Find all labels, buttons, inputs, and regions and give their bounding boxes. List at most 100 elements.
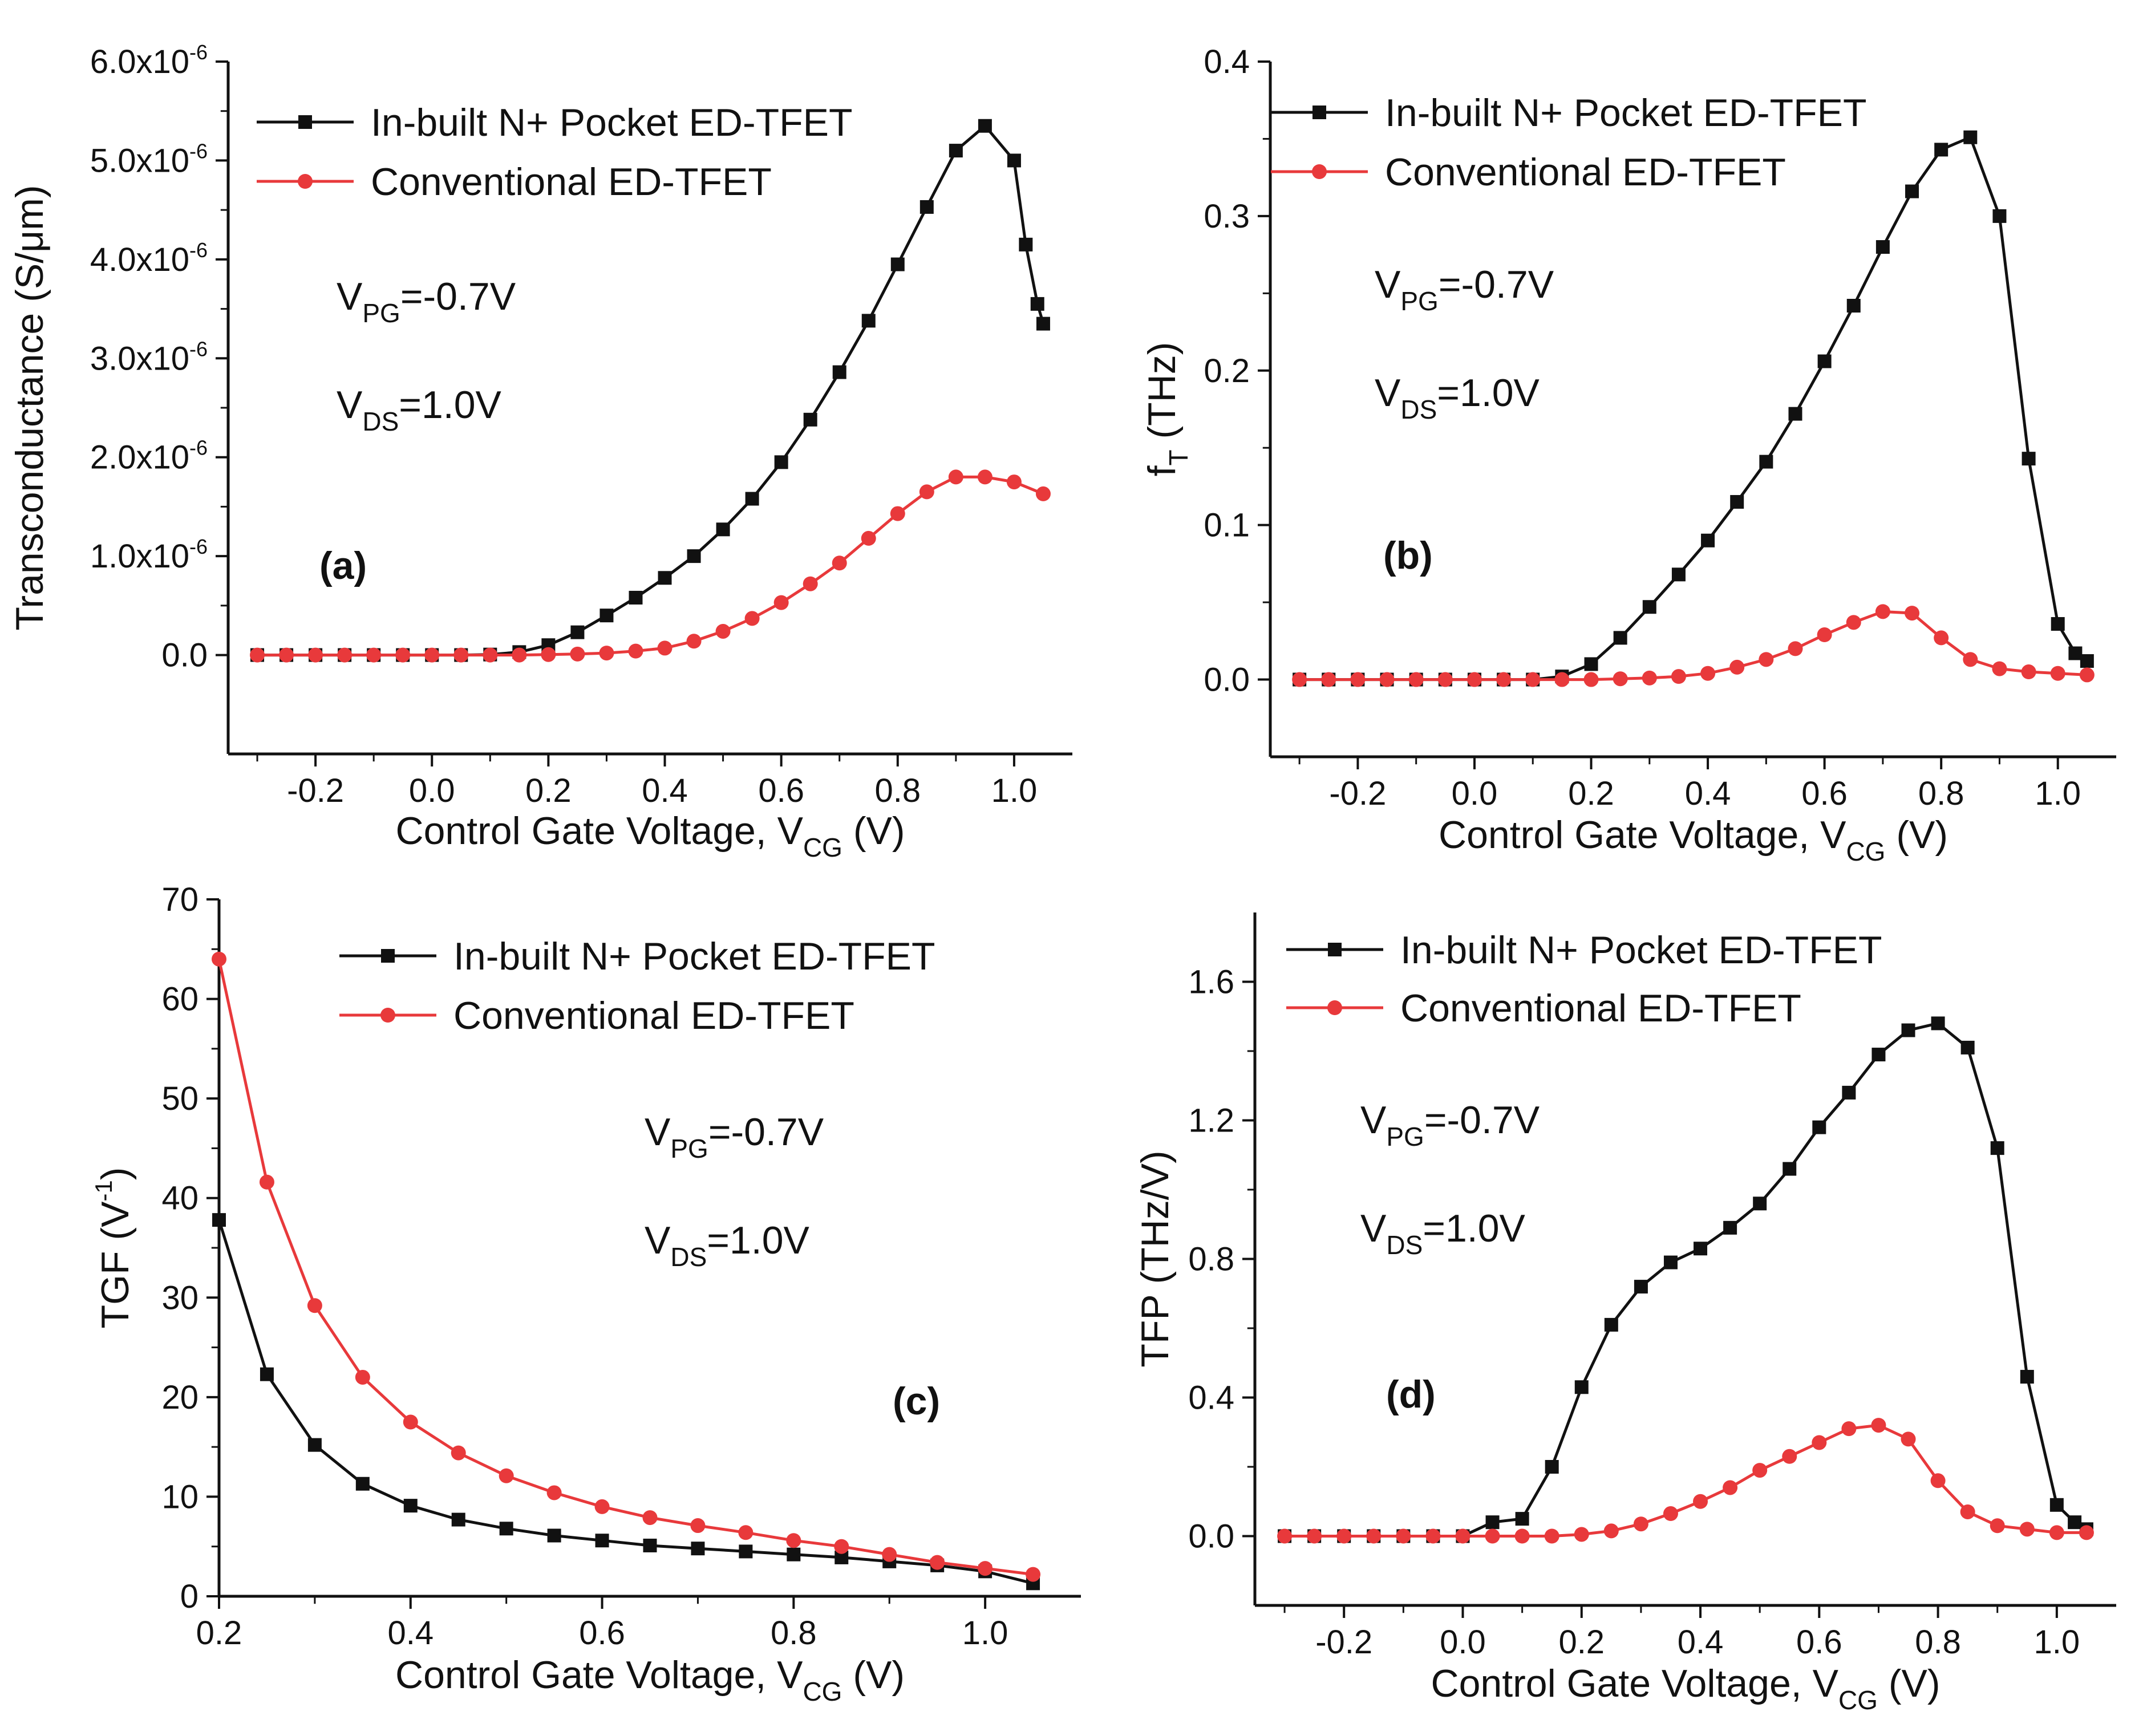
x-tick-label: -0.2 bbox=[1315, 1624, 1372, 1661]
data-point bbox=[1990, 1141, 2004, 1155]
data-point bbox=[1321, 672, 1336, 687]
data-point bbox=[1408, 672, 1424, 687]
series-line bbox=[257, 475, 1044, 657]
data-point bbox=[1026, 1567, 1041, 1582]
legend-marker bbox=[1312, 164, 1327, 179]
data-point bbox=[1846, 615, 1861, 630]
data-point bbox=[1633, 1516, 1648, 1532]
y-tick-label: 1.0x10-6 bbox=[90, 535, 208, 575]
y-tick-label: 70 bbox=[161, 881, 199, 918]
data-point bbox=[453, 647, 469, 663]
data-point bbox=[403, 1414, 418, 1430]
series-line bbox=[217, 959, 1034, 1576]
data-point bbox=[949, 144, 963, 158]
data-point bbox=[803, 576, 818, 591]
x-tick-label: -0.2 bbox=[1329, 775, 1386, 812]
data-point bbox=[1905, 606, 1920, 621]
data-point bbox=[1030, 297, 1044, 311]
data-point bbox=[1634, 1280, 1648, 1294]
y-tick-label-sup: -6 bbox=[189, 436, 208, 460]
y-tick-label-sup: -6 bbox=[189, 535, 208, 558]
data-point bbox=[599, 646, 614, 661]
data-point bbox=[1019, 237, 1033, 252]
data-point bbox=[1960, 1040, 1975, 1054]
series-conventional bbox=[1277, 1418, 2094, 1544]
legend-entry: Conventional ED-TFET bbox=[1286, 987, 1801, 1030]
x-tick-label: 0.8 bbox=[1915, 1624, 1961, 1661]
x-tick-label: 0.6 bbox=[1801, 775, 1848, 812]
y-axis-title-after-sup: ) bbox=[94, 1167, 137, 1181]
condition-annotation-main: V bbox=[1375, 263, 1401, 306]
y-tick-label-main: 3.0x10 bbox=[90, 340, 189, 377]
series-line bbox=[1285, 1423, 2087, 1538]
data-point bbox=[1812, 1435, 1827, 1450]
data-point bbox=[279, 647, 294, 663]
condition-annotation-after-sub: =-0.7V bbox=[1424, 1098, 1540, 1142]
data-point bbox=[499, 1522, 513, 1536]
data-point bbox=[890, 257, 905, 271]
x-tick-label: -0.2 bbox=[287, 772, 344, 809]
y-axis-title-sub: T bbox=[1164, 449, 1193, 465]
y-tick-label: 40 bbox=[161, 1180, 199, 1217]
data-point bbox=[1671, 567, 1686, 582]
data-point bbox=[1545, 1460, 1559, 1474]
y-tick-label: 0.4 bbox=[1204, 43, 1250, 80]
data-point bbox=[2021, 664, 2036, 680]
chart-panel-c: 0.2 0.4 0.6 0.8 1.0 0 10 20 30 40 50 60 70 Control Ga… bbox=[90, 881, 1081, 1706]
data-point bbox=[1752, 1463, 1768, 1478]
data-point bbox=[628, 643, 643, 659]
data-point bbox=[1663, 1506, 1678, 1522]
data-point bbox=[1693, 1494, 1708, 1509]
data-point bbox=[786, 1533, 801, 1548]
data-point bbox=[978, 119, 992, 133]
data-point bbox=[1701, 533, 1715, 547]
data-point bbox=[642, 1510, 658, 1526]
y-axis-title-after-sub: (THz) bbox=[1140, 342, 1184, 450]
x-axis-title-sub: CG bbox=[1838, 1685, 1878, 1715]
data-point bbox=[595, 1534, 609, 1548]
data-point bbox=[1694, 1242, 1708, 1256]
x-tick-label: 0.4 bbox=[387, 1615, 434, 1652]
condition-annotation-main: V bbox=[1360, 1098, 1387, 1142]
x-tick-label: 0.2 bbox=[525, 772, 572, 809]
series-line bbox=[1299, 610, 2088, 682]
condition-annotation-after-sub: =-0.7V bbox=[1439, 263, 1554, 306]
data-point bbox=[1759, 652, 1774, 667]
legend-marker bbox=[1312, 106, 1326, 119]
data-point bbox=[1307, 1528, 1322, 1544]
legend-label: Conventional ED-TFET bbox=[371, 160, 772, 204]
y-axis-title: fT (THz) bbox=[1140, 342, 1193, 477]
data-point bbox=[366, 647, 382, 663]
data-point bbox=[930, 1555, 945, 1570]
panel-label: (d) bbox=[1386, 1373, 1436, 1416]
x-tick-label: 1.0 bbox=[2035, 775, 2081, 812]
data-point bbox=[919, 484, 934, 500]
data-point bbox=[570, 625, 585, 639]
data-point bbox=[832, 555, 847, 571]
legend-entry: Conventional ED-TFET bbox=[339, 994, 854, 1037]
data-point bbox=[1846, 299, 1861, 313]
condition-annotation: VPG=-0.7V bbox=[1375, 263, 1554, 316]
data-point bbox=[1700, 666, 1716, 681]
panel-label: (b) bbox=[1383, 534, 1433, 577]
legend-label: Conventional ED-TFET bbox=[1400, 987, 1801, 1030]
y-tick-label-main: 2.0x10 bbox=[90, 439, 189, 476]
condition-annotation-sub: DS bbox=[1386, 1230, 1423, 1260]
legend-label: Conventional ED-TFET bbox=[1385, 151, 1786, 194]
x-axis-title-main: Control Gate Voltage, V bbox=[1439, 813, 1846, 857]
data-point bbox=[1930, 1473, 1946, 1488]
x-tick-label: 0.4 bbox=[642, 772, 688, 809]
data-point bbox=[1379, 672, 1395, 687]
x-axis-title: Control Gate Voltage, VCG (V) bbox=[1431, 1662, 1941, 1715]
data-point bbox=[1783, 1162, 1797, 1176]
y-tick-label-sup: -6 bbox=[189, 337, 208, 360]
data-point bbox=[599, 609, 614, 623]
data-point bbox=[1455, 1528, 1471, 1544]
data-point bbox=[1485, 1515, 1500, 1530]
x-tick-label: 1.0 bbox=[962, 1615, 1008, 1652]
y-axis-title-main: TGF (V bbox=[94, 1201, 137, 1329]
condition-annotation: VDS=1.0V bbox=[645, 1219, 810, 1272]
data-point bbox=[2079, 1525, 2094, 1540]
x-axis-title-main: Control Gate Voltage, V bbox=[395, 1653, 803, 1697]
